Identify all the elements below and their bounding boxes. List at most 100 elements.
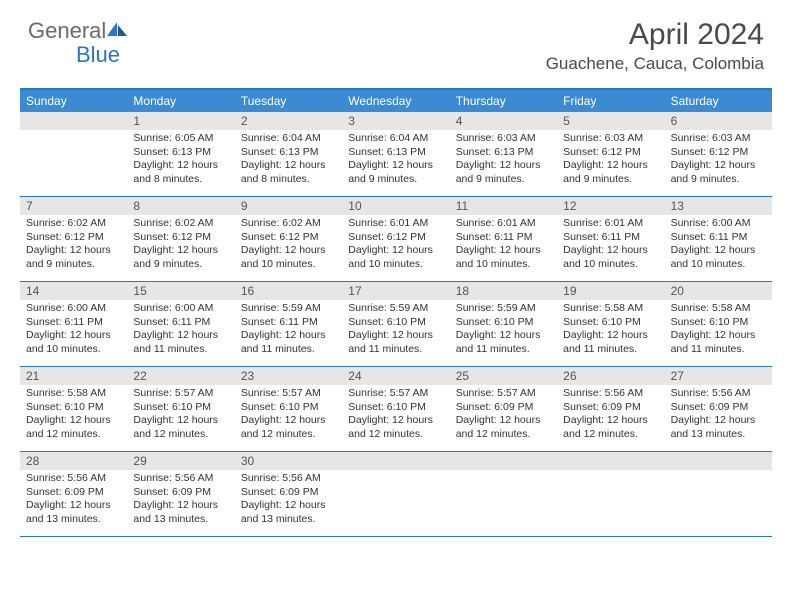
- day-info-line: Sunrise: 6:04 AM: [348, 132, 443, 146]
- day-number: [342, 452, 449, 470]
- day-number: 16: [235, 282, 342, 300]
- day-number: 14: [20, 282, 127, 300]
- day-info: Sunrise: 5:56 AMSunset: 6:09 PMDaylight:…: [127, 470, 234, 531]
- day-info-line: Sunset: 6:09 PM: [26, 486, 121, 500]
- day-info-line: Daylight: 12 hours: [26, 244, 121, 258]
- day-cell-5: 5Sunrise: 6:03 AMSunset: 6:12 PMDaylight…: [557, 112, 664, 196]
- day-number: 12: [557, 197, 664, 215]
- day-info: Sunrise: 5:58 AMSunset: 6:10 PMDaylight:…: [557, 300, 664, 361]
- day-info-line: Daylight: 12 hours: [456, 244, 551, 258]
- week-row: 7Sunrise: 6:02 AMSunset: 6:12 PMDaylight…: [20, 197, 772, 282]
- day-info-line: Sunset: 6:13 PM: [133, 146, 228, 160]
- day-info-line: and 10 minutes.: [241, 258, 336, 272]
- day-info-line: and 13 minutes.: [241, 513, 336, 527]
- day-info: Sunrise: 5:56 AMSunset: 6:09 PMDaylight:…: [235, 470, 342, 531]
- day-info: [20, 130, 127, 136]
- day-info-line: Daylight: 12 hours: [348, 159, 443, 173]
- day-number: 15: [127, 282, 234, 300]
- day-info-line: Sunset: 6:12 PM: [563, 146, 658, 160]
- day-info-line: and 9 minutes.: [26, 258, 121, 272]
- day-info-line: Sunset: 6:10 PM: [456, 316, 551, 330]
- day-header-thursday: Thursday: [450, 90, 557, 112]
- day-cell-22: 22Sunrise: 5:57 AMSunset: 6:10 PMDayligh…: [127, 367, 234, 451]
- day-header-row: SundayMondayTuesdayWednesdayThursdayFrid…: [20, 90, 772, 112]
- weeks-container: 1Sunrise: 6:05 AMSunset: 6:13 PMDaylight…: [20, 112, 772, 537]
- day-info-line: and 9 minutes.: [456, 173, 551, 187]
- day-info-line: Sunrise: 5:56 AM: [241, 472, 336, 486]
- day-number: 20: [665, 282, 772, 300]
- day-info-line: Sunrise: 6:03 AM: [671, 132, 766, 146]
- day-cell-15: 15Sunrise: 6:00 AMSunset: 6:11 PMDayligh…: [127, 282, 234, 366]
- day-info-line: and 8 minutes.: [241, 173, 336, 187]
- day-info-line: Sunset: 6:11 PM: [563, 231, 658, 245]
- day-info-line: Sunrise: 6:01 AM: [348, 217, 443, 231]
- day-info: Sunrise: 5:56 AMSunset: 6:09 PMDaylight:…: [665, 385, 772, 446]
- day-info-line: Daylight: 12 hours: [563, 329, 658, 343]
- day-info: Sunrise: 6:04 AMSunset: 6:13 PMDaylight:…: [235, 130, 342, 191]
- day-info: Sunrise: 5:57 AMSunset: 6:10 PMDaylight:…: [342, 385, 449, 446]
- day-info-line: Daylight: 12 hours: [348, 329, 443, 343]
- day-info-line: Sunrise: 6:00 AM: [26, 302, 121, 316]
- day-cell-25: 25Sunrise: 5:57 AMSunset: 6:09 PMDayligh…: [450, 367, 557, 451]
- day-info: Sunrise: 5:56 AMSunset: 6:09 PMDaylight:…: [557, 385, 664, 446]
- day-info: Sunrise: 6:00 AMSunset: 6:11 PMDaylight:…: [127, 300, 234, 361]
- day-number: [665, 452, 772, 470]
- day-info-line: and 11 minutes.: [241, 343, 336, 357]
- day-info-line: Sunrise: 6:02 AM: [133, 217, 228, 231]
- day-info: Sunrise: 6:03 AMSunset: 6:12 PMDaylight:…: [665, 130, 772, 191]
- day-info-line: Daylight: 12 hours: [563, 414, 658, 428]
- day-info-line: Daylight: 12 hours: [563, 159, 658, 173]
- day-cell-empty: [665, 452, 772, 536]
- day-info-line: Sunset: 6:10 PM: [26, 401, 121, 415]
- day-info: Sunrise: 5:56 AMSunset: 6:09 PMDaylight:…: [20, 470, 127, 531]
- day-cell-26: 26Sunrise: 5:56 AMSunset: 6:09 PMDayligh…: [557, 367, 664, 451]
- day-info-line: Sunset: 6:12 PM: [671, 146, 766, 160]
- day-info-line: Sunset: 6:10 PM: [563, 316, 658, 330]
- day-cell-27: 27Sunrise: 5:56 AMSunset: 6:09 PMDayligh…: [665, 367, 772, 451]
- day-cell-19: 19Sunrise: 5:58 AMSunset: 6:10 PMDayligh…: [557, 282, 664, 366]
- logo-text-general: General: [28, 18, 106, 44]
- day-info-line: Sunset: 6:11 PM: [241, 316, 336, 330]
- day-info-line: Sunset: 6:09 PM: [671, 401, 766, 415]
- day-info-line: Sunrise: 6:00 AM: [133, 302, 228, 316]
- day-info-line: and 10 minutes.: [563, 258, 658, 272]
- day-info-line: and 12 minutes.: [348, 428, 443, 442]
- day-info: [342, 470, 449, 476]
- day-info-line: Sunset: 6:13 PM: [456, 146, 551, 160]
- day-info-line: and 9 minutes.: [671, 173, 766, 187]
- day-info-line: Daylight: 12 hours: [671, 329, 766, 343]
- day-info-line: Sunrise: 5:58 AM: [671, 302, 766, 316]
- day-info-line: and 11 minutes.: [671, 343, 766, 357]
- day-info-line: Sunrise: 5:57 AM: [456, 387, 551, 401]
- day-cell-empty: [20, 112, 127, 196]
- day-info: Sunrise: 5:59 AMSunset: 6:11 PMDaylight:…: [235, 300, 342, 361]
- day-info-line: and 10 minutes.: [671, 258, 766, 272]
- day-number: 4: [450, 112, 557, 130]
- day-number: 2: [235, 112, 342, 130]
- day-info-line: Sunrise: 5:59 AM: [348, 302, 443, 316]
- page-header: General Blue April 2024 Guachene, Cauca,…: [0, 0, 792, 82]
- week-row: 28Sunrise: 5:56 AMSunset: 6:09 PMDayligh…: [20, 452, 772, 537]
- day-info: [557, 470, 664, 476]
- day-cell-21: 21Sunrise: 5:58 AMSunset: 6:10 PMDayligh…: [20, 367, 127, 451]
- day-info-line: Sunset: 6:10 PM: [133, 401, 228, 415]
- day-cell-empty: [557, 452, 664, 536]
- day-header-monday: Monday: [127, 90, 234, 112]
- day-info-line: Daylight: 12 hours: [348, 414, 443, 428]
- day-cell-16: 16Sunrise: 5:59 AMSunset: 6:11 PMDayligh…: [235, 282, 342, 366]
- day-info-line: Daylight: 12 hours: [456, 414, 551, 428]
- day-info-line: Daylight: 12 hours: [671, 159, 766, 173]
- day-cell-8: 8Sunrise: 6:02 AMSunset: 6:12 PMDaylight…: [127, 197, 234, 281]
- day-number: 21: [20, 367, 127, 385]
- day-number: 22: [127, 367, 234, 385]
- day-number: 6: [665, 112, 772, 130]
- day-info: Sunrise: 6:04 AMSunset: 6:13 PMDaylight:…: [342, 130, 449, 191]
- day-header-saturday: Saturday: [665, 90, 772, 112]
- day-cell-29: 29Sunrise: 5:56 AMSunset: 6:09 PMDayligh…: [127, 452, 234, 536]
- day-info: [665, 470, 772, 476]
- day-info-line: Sunset: 6:11 PM: [26, 316, 121, 330]
- day-info-line: and 12 minutes.: [563, 428, 658, 442]
- day-cell-14: 14Sunrise: 6:00 AMSunset: 6:11 PMDayligh…: [20, 282, 127, 366]
- day-info-line: Sunset: 6:10 PM: [671, 316, 766, 330]
- day-info-line: and 9 minutes.: [563, 173, 658, 187]
